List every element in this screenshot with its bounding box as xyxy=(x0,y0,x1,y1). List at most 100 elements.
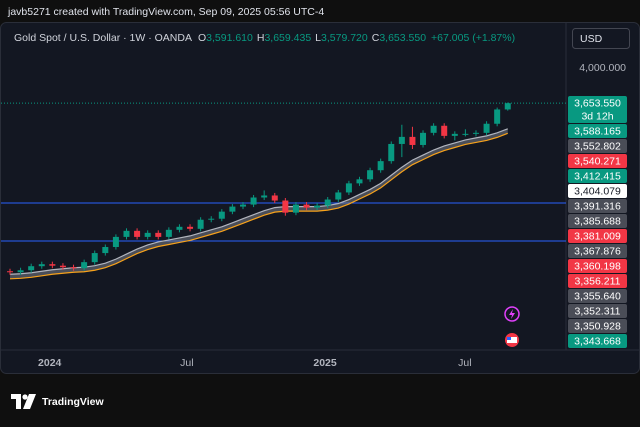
candle-body xyxy=(70,267,77,269)
candle-body xyxy=(367,170,374,180)
ohlc-key: C xyxy=(372,32,380,44)
price-badge xyxy=(568,304,627,318)
chart-panel xyxy=(0,22,640,374)
candle-body xyxy=(271,195,278,201)
candle-body xyxy=(388,143,395,162)
credit: javb5271 created with TradingView.com, S… xyxy=(7,6,324,18)
candle-body xyxy=(218,211,225,219)
price-badge xyxy=(568,229,627,243)
band-lower xyxy=(9,132,508,280)
candle-body xyxy=(282,200,289,213)
price-badge-sub: 3d 12h xyxy=(581,110,613,122)
price-badge-text: 3,350.928 xyxy=(574,320,621,332)
logo-dot xyxy=(22,394,28,400)
y-tick-label: 4,000.000 xyxy=(579,62,626,74)
price-badge-text: 3,352.311 xyxy=(575,305,621,317)
price-badge-text: 3,367.876 xyxy=(574,245,621,257)
flag xyxy=(507,337,517,343)
candle-body xyxy=(345,183,352,193)
logo-mark xyxy=(23,394,36,409)
candle-body xyxy=(441,125,448,136)
candle-body xyxy=(176,226,183,230)
price-badge-text: 3,360.198 xyxy=(574,260,621,272)
symbol: Gold Spot / U.S. Dollar · 1W · OANDA xyxy=(14,32,192,44)
price-badge-text: 3,385.688 xyxy=(574,215,621,227)
candle-body xyxy=(208,218,215,220)
candle-body xyxy=(187,226,194,229)
price-badge xyxy=(568,274,627,288)
price-badge xyxy=(568,96,627,123)
candle-body xyxy=(504,103,511,110)
ohlc-key: H xyxy=(257,32,265,44)
candle-body xyxy=(377,161,384,171)
price-badge-text: 3,552.802 xyxy=(574,140,621,152)
x-tick-label: 2024 xyxy=(38,357,62,369)
price-badge xyxy=(568,124,627,138)
price-badge-text: 3,356.211 xyxy=(575,275,621,287)
logo xyxy=(11,394,36,409)
price-badge-text: 3,355.640 xyxy=(574,290,621,302)
candle-body xyxy=(462,133,469,135)
price-badge xyxy=(568,169,627,183)
currency-button[interactable] xyxy=(572,28,630,49)
candle-body xyxy=(430,125,437,133)
candle-body xyxy=(261,195,268,198)
candle-body xyxy=(165,229,172,237)
ohlc-key: L xyxy=(315,32,321,44)
x-tick-label: Jul xyxy=(458,357,471,369)
ohlc-value: 3,579.720 xyxy=(321,32,368,44)
candle-body xyxy=(7,271,13,273)
candle-body xyxy=(38,264,45,267)
candle-body xyxy=(123,230,130,237)
candle-body xyxy=(102,247,109,254)
price-badge-text: 3,391.316 xyxy=(574,200,621,212)
price-badge xyxy=(568,139,627,153)
price-badge-text: 3,404.079 xyxy=(574,185,621,197)
candle-body xyxy=(49,264,56,266)
lightning xyxy=(509,309,515,319)
flag-canton xyxy=(507,337,511,340)
x-tick-label: 2025 xyxy=(313,357,337,369)
price-badge xyxy=(568,184,627,198)
candle-body xyxy=(292,204,299,213)
currency[interactable]: USD xyxy=(580,33,603,45)
price-badge xyxy=(568,214,627,228)
price-badge xyxy=(568,334,627,348)
logo-text: TradingView xyxy=(42,396,104,408)
plot xyxy=(1,102,566,280)
candle-body xyxy=(134,230,141,237)
ohlc-value: 3,659.435 xyxy=(264,32,311,44)
candle-body xyxy=(91,253,98,263)
candle-body xyxy=(335,192,342,200)
candle-body xyxy=(239,204,246,207)
price-badge-text: 3,540.271 xyxy=(574,155,621,167)
candle-body xyxy=(144,232,151,237)
candle-body xyxy=(356,179,363,184)
change: +67.005 (+1.87%) xyxy=(431,32,515,44)
price-badge xyxy=(568,154,627,168)
price-badge xyxy=(568,199,627,213)
legend-header: Gold Spot / U.S. Dollar · 1W · OANDA O3,5… xyxy=(14,32,515,44)
candle-body xyxy=(250,197,257,205)
ohlc-key: O xyxy=(198,32,206,44)
candle-body xyxy=(494,109,501,124)
price-badge-text: 3,588.165 xyxy=(574,125,621,137)
price-badge xyxy=(568,259,627,273)
candle-body xyxy=(314,205,321,208)
price-badge-text: 3,653.550 xyxy=(574,97,621,109)
candle-body xyxy=(17,270,24,273)
ohlc-value: 3,653.550 xyxy=(379,32,426,44)
candle-body xyxy=(409,136,416,145)
candle-body xyxy=(483,123,490,133)
event-icons xyxy=(504,306,520,347)
band-fill xyxy=(10,128,508,279)
candle-body xyxy=(81,262,88,269)
candle-body xyxy=(155,232,162,237)
ohlc-value: 3,591.610 xyxy=(206,32,253,44)
x-tick-label: Jul xyxy=(180,357,193,369)
candle-body xyxy=(28,266,35,271)
logo-mark xyxy=(11,394,21,409)
price-badge xyxy=(568,319,627,333)
candle-body xyxy=(420,132,427,145)
